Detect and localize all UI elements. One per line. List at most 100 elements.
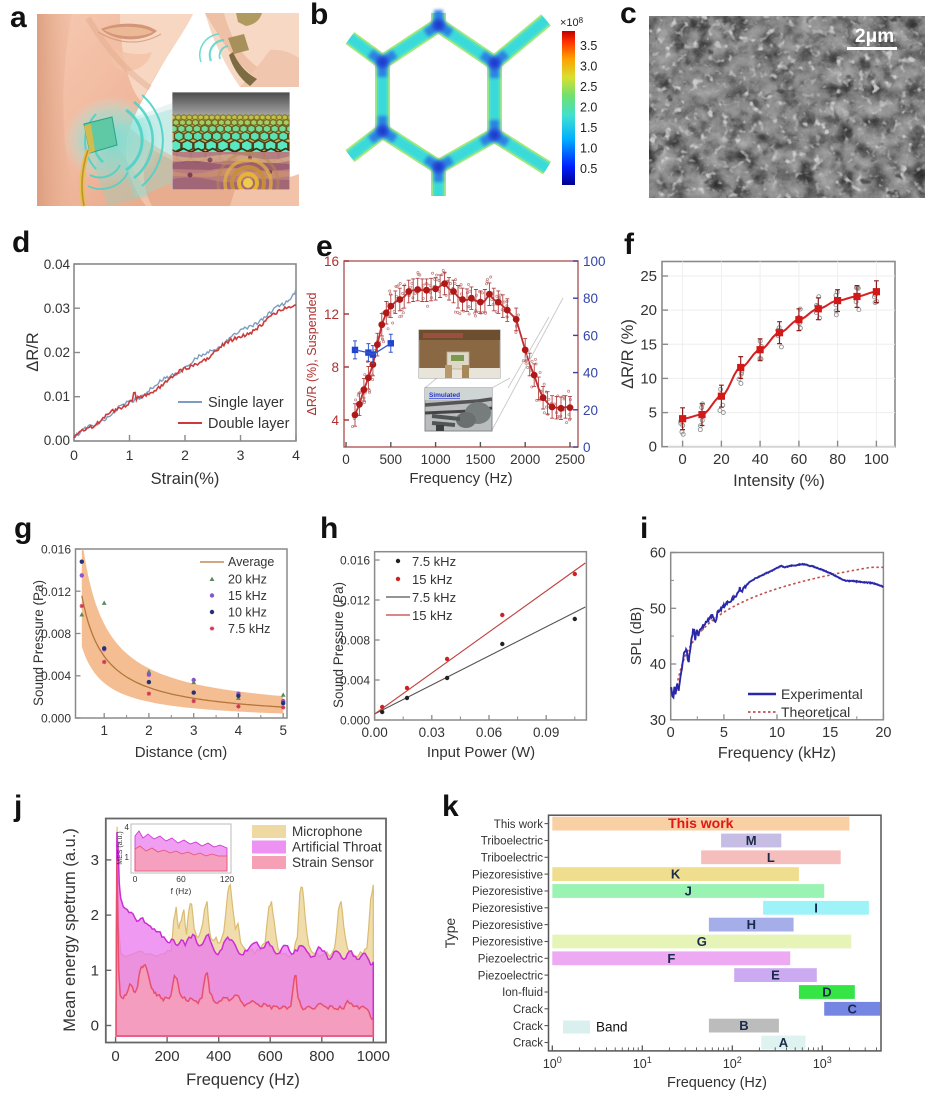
svg-text:0.01: 0.01	[44, 389, 70, 404]
svg-text:100: 100	[864, 451, 889, 468]
svg-text:1.0: 1.0	[580, 142, 597, 156]
svg-text:0.03: 0.03	[419, 725, 445, 740]
svg-text:E: E	[771, 968, 780, 983]
svg-text:20: 20	[713, 451, 730, 468]
svg-text:5: 5	[279, 723, 287, 738]
svg-text:Frequency (Hz): Frequency (Hz)	[667, 1075, 767, 1091]
svg-text:Artificial Throat: Artificial Throat	[292, 840, 382, 855]
svg-text:0: 0	[111, 1048, 119, 1065]
svg-text:0: 0	[678, 451, 686, 468]
svg-text:H: H	[747, 917, 756, 932]
svg-text:0.06: 0.06	[476, 725, 502, 740]
svg-text:50: 50	[650, 601, 666, 617]
svg-text:30: 30	[650, 713, 666, 729]
svg-text:5: 5	[720, 725, 728, 741]
svg-text:80: 80	[829, 451, 846, 468]
svg-text:Sound Pressure (Pa): Sound Pressure (Pa)	[31, 580, 46, 706]
svg-text:7.5 kHz: 7.5 kHz	[412, 554, 456, 569]
svg-text:15: 15	[640, 336, 657, 353]
svg-text:0: 0	[649, 439, 657, 456]
svg-text:60: 60	[650, 546, 666, 562]
svg-text:Band: Band	[596, 1020, 628, 1035]
svg-text:Intensity (%): Intensity (%)	[733, 472, 825, 490]
svg-text:0.004: 0.004	[340, 674, 370, 688]
svg-text:Frequency (Hz): Frequency (Hz)	[409, 470, 512, 487]
svg-text:1: 1	[126, 447, 134, 463]
svg-text:40: 40	[752, 451, 769, 468]
svg-text:4: 4	[235, 723, 243, 738]
svg-text:Mean energy spetrum (a.u.): Mean energy spetrum (a.u.)	[61, 828, 79, 1032]
svg-text:This work: This work	[494, 819, 543, 831]
svg-text:Piezoresistive: Piezoresistive	[472, 937, 543, 949]
svg-text:Piezoelectric: Piezoelectric	[478, 970, 543, 982]
svg-text:ΔR/R (%), Suspended: ΔR/R (%), Suspended	[305, 292, 319, 415]
svg-text:1000: 1000	[357, 1048, 390, 1065]
svg-text:60: 60	[791, 451, 808, 468]
svg-text:3: 3	[190, 723, 198, 738]
svg-text:C: C	[848, 1001, 858, 1016]
svg-text:M: M	[746, 833, 757, 848]
svg-text:SPL (dB): SPL (dB)	[629, 607, 645, 665]
svg-text:Frequency (kHz): Frequency (kHz)	[718, 745, 836, 762]
svg-text:25: 25	[640, 268, 657, 285]
svg-text:10: 10	[640, 370, 657, 387]
svg-text:15 kHz: 15 kHz	[412, 572, 452, 587]
svg-text:500: 500	[380, 452, 403, 467]
svg-text:0.00: 0.00	[44, 433, 70, 448]
svg-text:5: 5	[649, 405, 657, 422]
svg-text:16: 16	[324, 254, 339, 269]
svg-text:0.03: 0.03	[44, 301, 70, 316]
svg-text:I: I	[814, 900, 818, 915]
svg-text:Frequency (Hz): Frequency (Hz)	[186, 1071, 300, 1089]
svg-text:20 kHz: 20 kHz	[228, 573, 267, 587]
svg-text:Piezoresistive: Piezoresistive	[472, 920, 543, 932]
svg-text:200: 200	[155, 1048, 180, 1065]
svg-text:7.5 kHz: 7.5 kHz	[412, 590, 456, 605]
svg-text:400: 400	[206, 1048, 231, 1065]
svg-text:40: 40	[583, 366, 598, 381]
svg-text:0.000: 0.000	[340, 714, 370, 728]
svg-text:0.5: 0.5	[580, 162, 597, 176]
svg-text:Distance (cm): Distance (cm)	[135, 744, 228, 761]
svg-text:Input Power (W): Input Power (W)	[427, 744, 535, 761]
svg-text:0.000: 0.000	[41, 712, 71, 726]
svg-text:Strain Sensor: Strain Sensor	[292, 855, 374, 870]
svg-text:Type: Type	[442, 918, 458, 949]
svg-text:20: 20	[640, 302, 657, 319]
svg-text:3.5: 3.5	[580, 39, 597, 53]
svg-text:15 kHz: 15 kHz	[228, 589, 267, 603]
svg-text:1.5: 1.5	[580, 121, 597, 135]
svg-text:2: 2	[91, 907, 99, 924]
svg-text:B: B	[739, 1018, 748, 1033]
svg-text:80: 80	[583, 291, 598, 306]
svg-text:3: 3	[91, 852, 99, 869]
svg-text:15 kHz: 15 kHz	[412, 608, 452, 623]
svg-text:F: F	[667, 951, 675, 966]
svg-text:8: 8	[331, 360, 339, 375]
svg-text:Crack: Crack	[513, 1004, 543, 1016]
svg-text:0.09: 0.09	[533, 725, 559, 740]
svg-text:Experimental: Experimental	[781, 686, 863, 702]
svg-text:100: 100	[583, 254, 606, 269]
svg-text:4: 4	[292, 447, 300, 463]
svg-text:2000: 2000	[510, 452, 540, 467]
svg-text:This work: This work	[668, 815, 734, 831]
svg-text:2500: 2500	[555, 452, 585, 467]
svg-text:Piezoresistive: Piezoresistive	[472, 903, 543, 915]
svg-text:60: 60	[176, 874, 186, 884]
svg-text:0.016: 0.016	[41, 543, 71, 557]
svg-text:100: 100	[543, 1055, 562, 1071]
svg-text:3: 3	[237, 447, 245, 463]
svg-text:1: 1	[91, 962, 99, 979]
svg-text:4: 4	[125, 823, 130, 832]
svg-text:800: 800	[309, 1048, 334, 1065]
svg-text:J: J	[685, 884, 692, 899]
svg-text:600: 600	[258, 1048, 283, 1065]
svg-text:0.02: 0.02	[44, 345, 70, 360]
svg-text:10: 10	[769, 725, 785, 741]
svg-text:Piezoelectric: Piezoelectric	[478, 954, 543, 966]
svg-text:0: 0	[70, 447, 78, 463]
svg-text:Microphone: Microphone	[292, 824, 363, 839]
svg-text:40: 40	[650, 657, 666, 673]
svg-text:3.0: 3.0	[580, 60, 597, 74]
